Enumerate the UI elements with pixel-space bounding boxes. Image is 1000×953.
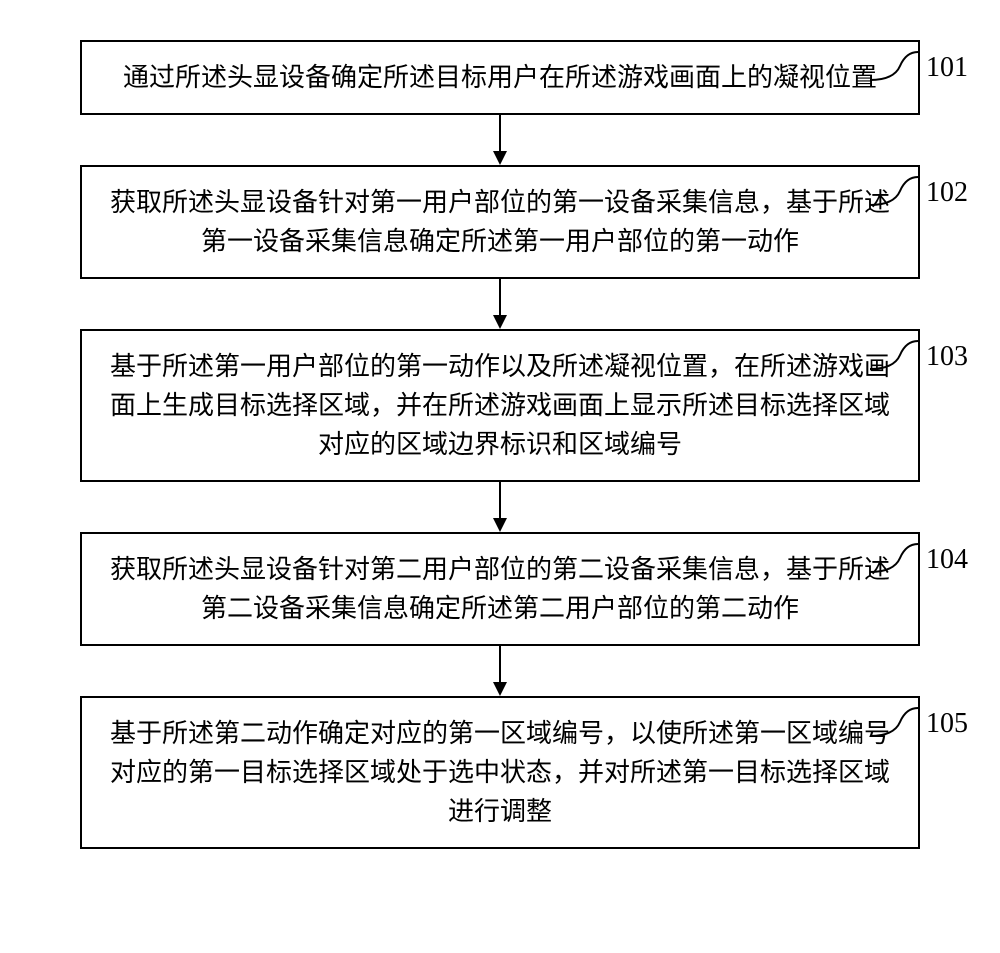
- label-connector-5: 105: [870, 704, 968, 744]
- step-box-3: 基于所述第一用户部位的第一动作以及所述凝视位置，在所述游戏画面上生成目标选择区域…: [80, 329, 920, 482]
- curve-icon: [870, 540, 918, 580]
- step-label-5: 105: [926, 708, 968, 740]
- step-label-3: 103: [926, 341, 968, 373]
- step-wrapper-4: 获取所述头显设备针对第二用户部位的第二设备采集信息，基于所述第二设备采集信息确定…: [0, 532, 1000, 646]
- step-wrapper-1: 通过所述头显设备确定所述目标用户在所述游戏画面上的凝视位置 101: [0, 40, 1000, 115]
- step-box-5: 基于所述第二动作确定对应的第一区域编号，以使所述第一区域编号对应的第一目标选择区…: [80, 696, 920, 849]
- step-text-5: 基于所述第二动作确定对应的第一区域编号，以使所述第一区域编号对应的第一目标选择区…: [110, 714, 890, 831]
- step-wrapper-2: 获取所述头显设备针对第一用户部位的第一设备采集信息，基于所述第一设备采集信息确定…: [0, 165, 1000, 279]
- step-text-3: 基于所述第一用户部位的第一动作以及所述凝视位置，在所述游戏画面上生成目标选择区域…: [110, 347, 890, 464]
- curve-icon: [870, 704, 918, 744]
- step-label-4: 104: [926, 544, 968, 576]
- step-label-2: 102: [926, 177, 968, 209]
- label-connector-1: 101: [870, 48, 968, 88]
- arrow-4: [0, 646, 1000, 696]
- step-text-4: 获取所述头显设备针对第二用户部位的第二设备采集信息，基于所述第二设备采集信息确定…: [110, 550, 890, 628]
- step-box-4: 获取所述头显设备针对第二用户部位的第二设备采集信息，基于所述第二设备采集信息确定…: [80, 532, 920, 646]
- curve-icon: [870, 48, 918, 88]
- arrow-3: [0, 482, 1000, 532]
- arrow-2: [0, 279, 1000, 329]
- step-wrapper-3: 基于所述第一用户部位的第一动作以及所述凝视位置，在所述游戏画面上生成目标选择区域…: [0, 329, 1000, 482]
- label-connector-3: 103: [870, 337, 968, 377]
- step-text-1: 通过所述头显设备确定所述目标用户在所述游戏画面上的凝视位置: [123, 58, 877, 97]
- flowchart-container: 通过所述头显设备确定所述目标用户在所述游戏画面上的凝视位置 101 获取所述头显…: [0, 0, 1000, 953]
- curve-icon: [870, 173, 918, 213]
- step-box-2: 获取所述头显设备针对第一用户部位的第一设备采集信息，基于所述第一设备采集信息确定…: [80, 165, 920, 279]
- label-connector-2: 102: [870, 173, 968, 213]
- step-label-1: 101: [926, 52, 968, 84]
- step-text-2: 获取所述头显设备针对第一用户部位的第一设备采集信息，基于所述第一设备采集信息确定…: [110, 183, 890, 261]
- step-wrapper-5: 基于所述第二动作确定对应的第一区域编号，以使所述第一区域编号对应的第一目标选择区…: [0, 696, 1000, 849]
- curve-icon: [870, 337, 918, 377]
- arrow-1: [0, 115, 1000, 165]
- label-connector-4: 104: [870, 540, 968, 580]
- step-box-1: 通过所述头显设备确定所述目标用户在所述游戏画面上的凝视位置: [80, 40, 920, 115]
